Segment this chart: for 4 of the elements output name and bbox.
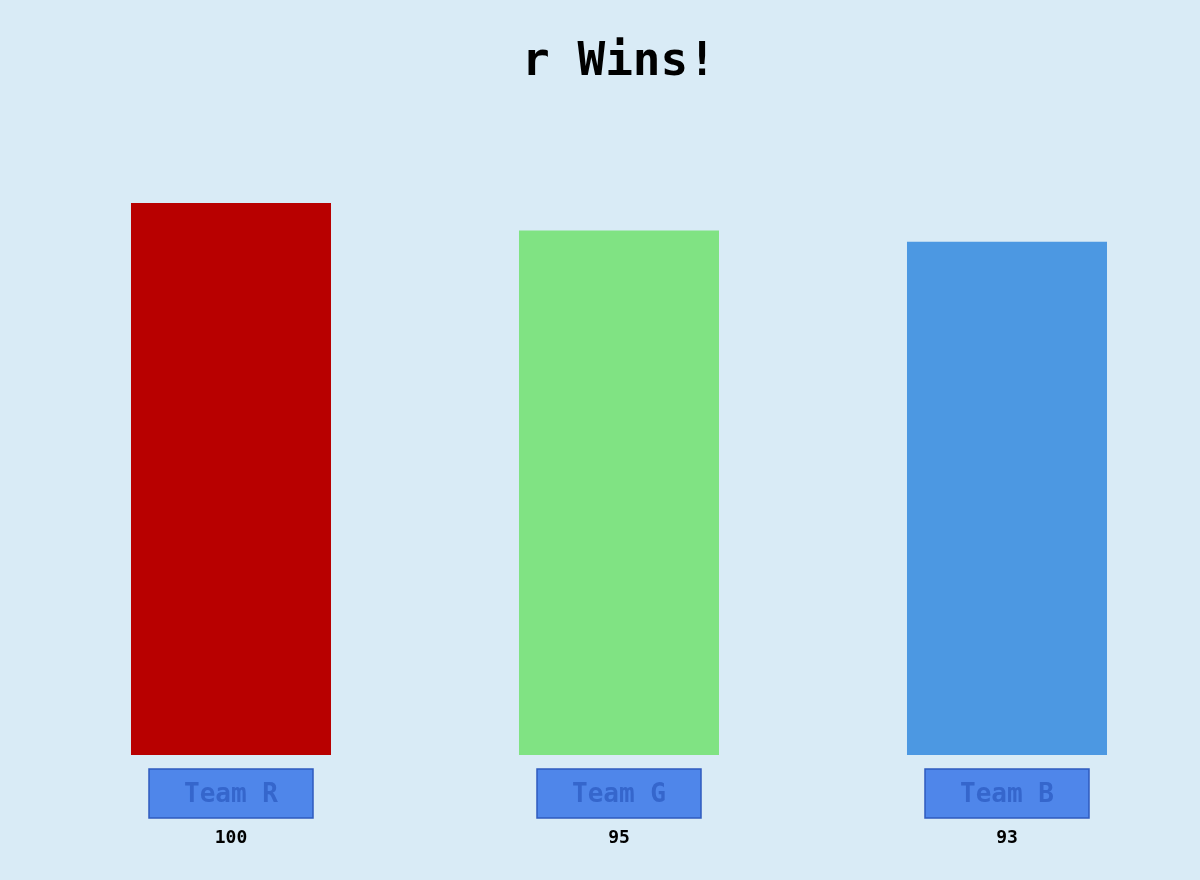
chart-title: r Wins!: [522, 32, 716, 86]
data-label: 95: [608, 826, 630, 847]
data-label: 100: [214, 826, 248, 847]
data-label: 93: [996, 826, 1018, 847]
